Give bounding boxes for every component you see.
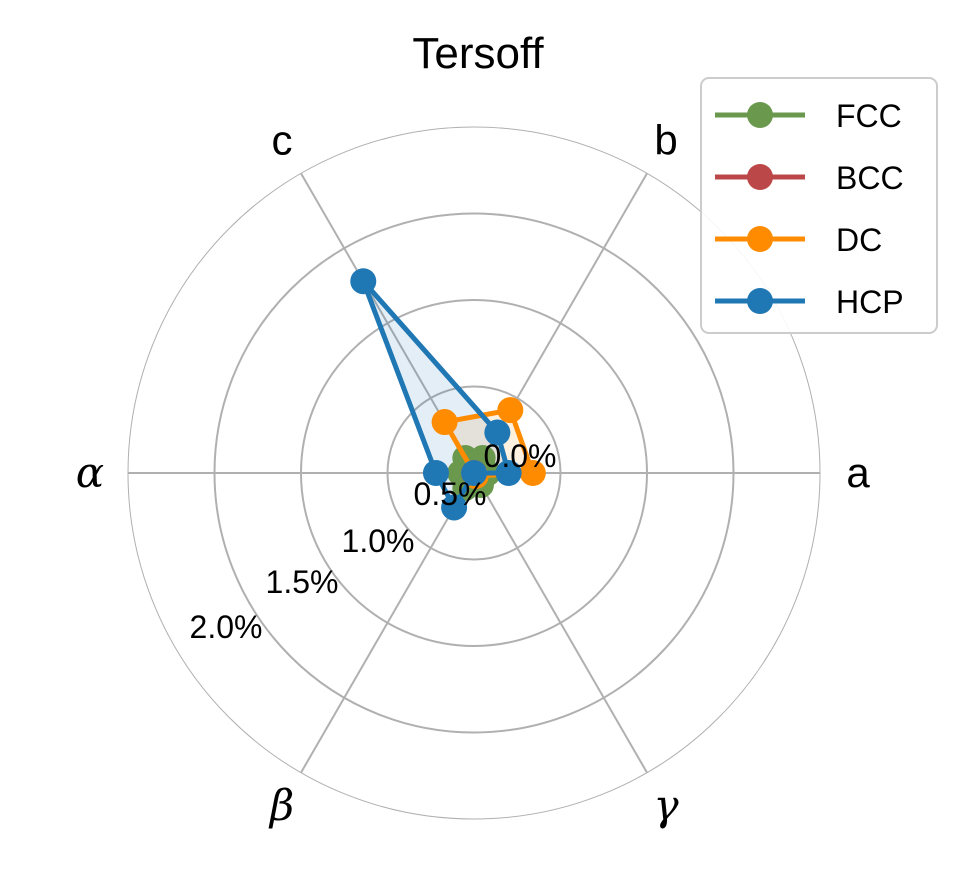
- legend-marker: [747, 164, 773, 190]
- data-point: [484, 419, 511, 446]
- legend-label: FCC: [836, 98, 902, 134]
- grid-spoke: [300, 472, 475, 774]
- data-point: [461, 460, 487, 486]
- radial-tick-label: 2.0%: [190, 609, 263, 645]
- axis-label: β: [268, 781, 294, 830]
- data-point: [441, 494, 468, 521]
- axis-label: a: [846, 449, 870, 496]
- radial-tick-label: 1.0%: [342, 523, 415, 559]
- axis-label: γ: [653, 781, 679, 830]
- legend-marker: [747, 226, 773, 252]
- radial-tick-label: 0.5%: [414, 476, 487, 512]
- radial-tick-label: 1.5%: [266, 564, 339, 600]
- legend-label: DC: [836, 222, 882, 258]
- axis-label: α: [76, 448, 104, 497]
- data-point: [497, 397, 524, 424]
- data-point: [519, 460, 546, 486]
- grid-spoke: [473, 472, 648, 774]
- data-point: [495, 460, 522, 486]
- axis-label: c: [271, 116, 292, 163]
- data-point: [431, 409, 458, 436]
- legend-label: BCC: [836, 160, 904, 196]
- radial-tick-label: 0.0%: [484, 438, 557, 474]
- legend-label: HCP: [836, 284, 904, 320]
- legend: FCC BCC DC HCP: [700, 77, 938, 334]
- chart-title: Tersoff: [412, 29, 544, 78]
- data-point: [350, 268, 377, 295]
- data-point: [422, 460, 449, 486]
- legend-marker: [747, 102, 773, 128]
- axis-label: b: [654, 116, 677, 163]
- legend-marker: [747, 288, 773, 314]
